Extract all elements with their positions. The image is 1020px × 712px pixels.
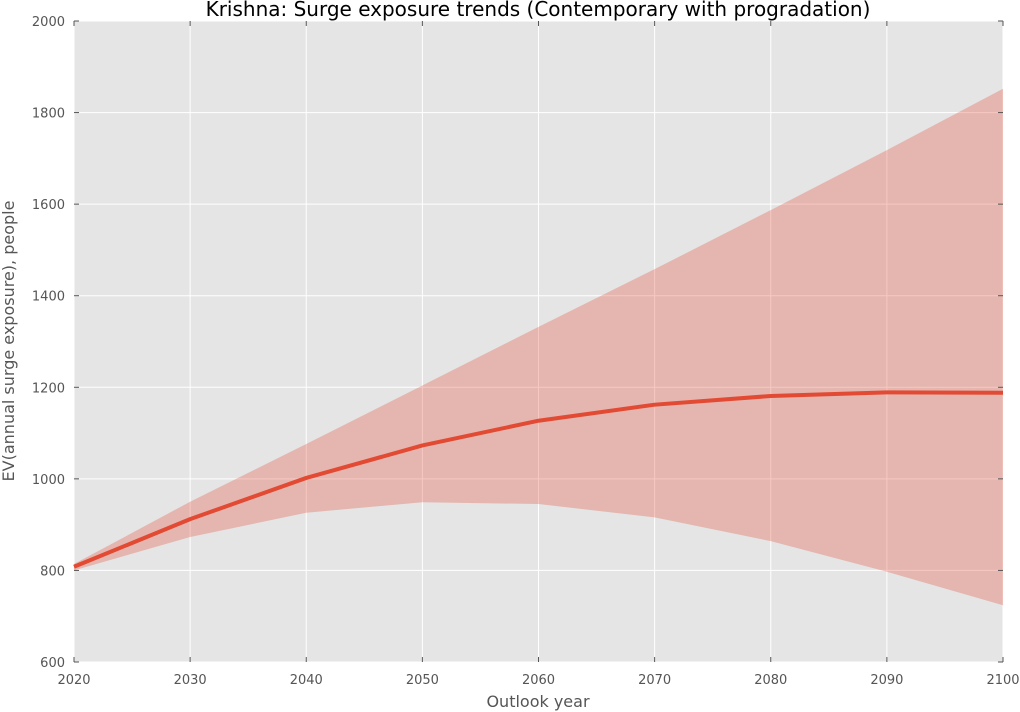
y-tick-label: 1800 (32, 107, 65, 122)
y-tick-label: 2000 (32, 15, 65, 30)
y-tick-label: 800 (40, 564, 65, 579)
x-tick-label: 2090 (870, 673, 903, 688)
y-tick-label: 1400 (32, 290, 65, 305)
y-tick-labels: 600 800 1000 1200 1400 1600 1800 2000 (32, 15, 65, 671)
x-tick-label: 2040 (290, 673, 323, 688)
x-tick-label: 2060 (522, 673, 555, 688)
x-tick-label: 2020 (57, 673, 90, 688)
x-tick-label: 2070 (638, 673, 671, 688)
axis-ticks (73, 20, 1004, 663)
chart-title: Krishna: Surge exposure trends (Contempo… (206, 0, 871, 21)
y-tick-label: 600 (40, 656, 65, 671)
y-tick-label: 1200 (32, 381, 65, 396)
x-tick-labels: 2020 2030 2040 2050 2060 2070 2080 2090 2100 (57, 673, 1019, 688)
y-tick-label: 1000 (32, 473, 65, 488)
series-line (73, 390, 1004, 569)
x-axis-label: Outlook year (486, 692, 590, 711)
x-tick-label: 2080 (754, 673, 787, 688)
x-tick-label: 2030 (174, 673, 207, 688)
x-tick-label: 2050 (406, 673, 439, 688)
y-axis-label: EV(annual surge exposure), people (0, 201, 18, 482)
y-tick-label: 1600 (32, 198, 65, 213)
x-tick-label: 2100 (986, 673, 1019, 688)
